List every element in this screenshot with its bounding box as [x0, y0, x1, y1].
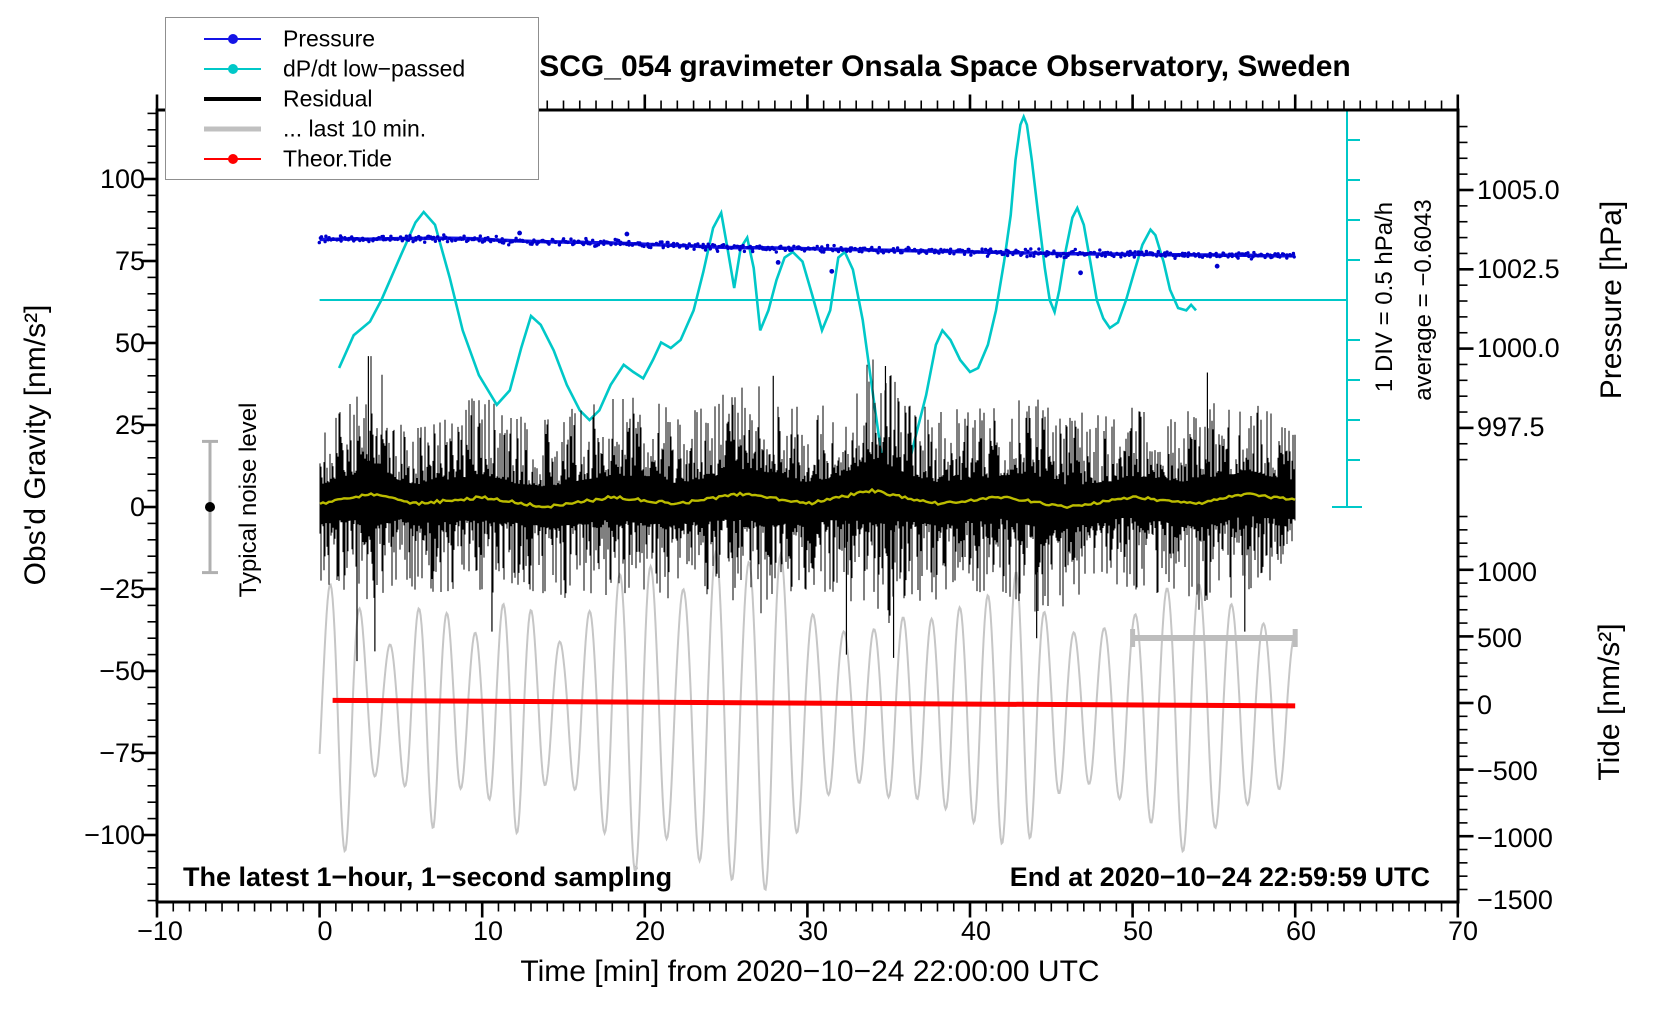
gravity-tick-label: −50 — [99, 656, 145, 686]
tide-tick-label: 500 — [1477, 623, 1523, 653]
legend-item-pressure: Pressure — [166, 24, 538, 54]
tide-tick-label: −1000 — [1477, 823, 1553, 853]
plot-title: SCG_054 gravimeter Onsala Space Observat… — [539, 50, 1351, 83]
legend-item-theortide: Theor.Tide — [166, 144, 538, 174]
end-time-label: End at 2020−10−24 22:59:59 UTC — [1009, 862, 1430, 892]
time-axis-title: Time [min] from 2020−10−24 22:00:00 UTC — [520, 955, 1100, 988]
x-tick-label: 40 — [960, 916, 992, 946]
pressure-tick-label: 1000.0 — [1477, 333, 1560, 363]
last10-line-icon — [204, 114, 261, 144]
tide-tick-label: −500 — [1477, 756, 1538, 786]
legend-item-label: Theor.Tide — [283, 145, 393, 172]
legend-item-label: dP/dt low−passed — [283, 55, 466, 82]
legend-item-label: Pressure — [283, 25, 376, 52]
legend-item-dpdt: dP/dt low−passed — [166, 54, 538, 84]
x-tick-label: 30 — [797, 916, 829, 946]
sampling-label: The latest 1−hour, 1−second sampling — [183, 862, 673, 892]
gravity-tick-label: −75 — [99, 738, 145, 768]
tide-tick-label: 0 — [1477, 690, 1493, 720]
pressure-tick-label: 1005.0 — [1477, 175, 1560, 205]
pressure-tick-label: 997.5 — [1477, 412, 1545, 442]
gravity-tick-label: −100 — [84, 820, 145, 850]
legend-item-label: Residual — [283, 85, 373, 112]
gravity-tick-label: 100 — [99, 164, 145, 194]
theortide-line-icon — [204, 144, 261, 174]
tide-tick-label: −1500 — [1477, 885, 1553, 915]
legend: Pressure dP/dt low−passed Residual ... l… — [165, 17, 539, 180]
gravity-tick-label: 50 — [114, 328, 145, 358]
pressure-tick-label: 1002.5 — [1477, 254, 1560, 284]
x-tick-label: 50 — [1122, 916, 1154, 946]
gravity-tick-label: 25 — [114, 410, 145, 440]
legend-item-label: ... last 10 min. — [283, 115, 427, 142]
legend-item-residual: Residual — [166, 84, 538, 114]
x-tick-label: 60 — [1285, 916, 1317, 946]
x-tick-label: 10 — [472, 916, 504, 946]
gravity-tick-label: 75 — [114, 246, 145, 276]
gravity-tick-label: 0 — [129, 492, 145, 522]
x-tick-label: 0 — [317, 916, 333, 946]
x-tick-label: 70 — [1447, 916, 1479, 946]
x-tick-label: −10 — [137, 916, 183, 946]
tide-tick-label: 1000 — [1477, 557, 1538, 587]
gravity-tick-label: −25 — [99, 574, 145, 604]
pressure-line-icon — [204, 24, 261, 54]
residual-line-icon — [204, 84, 261, 114]
legend-item-last10: ... last 10 min. — [166, 114, 538, 144]
x-tick-label: 20 — [634, 916, 666, 946]
dpdt-line-icon — [204, 54, 261, 84]
